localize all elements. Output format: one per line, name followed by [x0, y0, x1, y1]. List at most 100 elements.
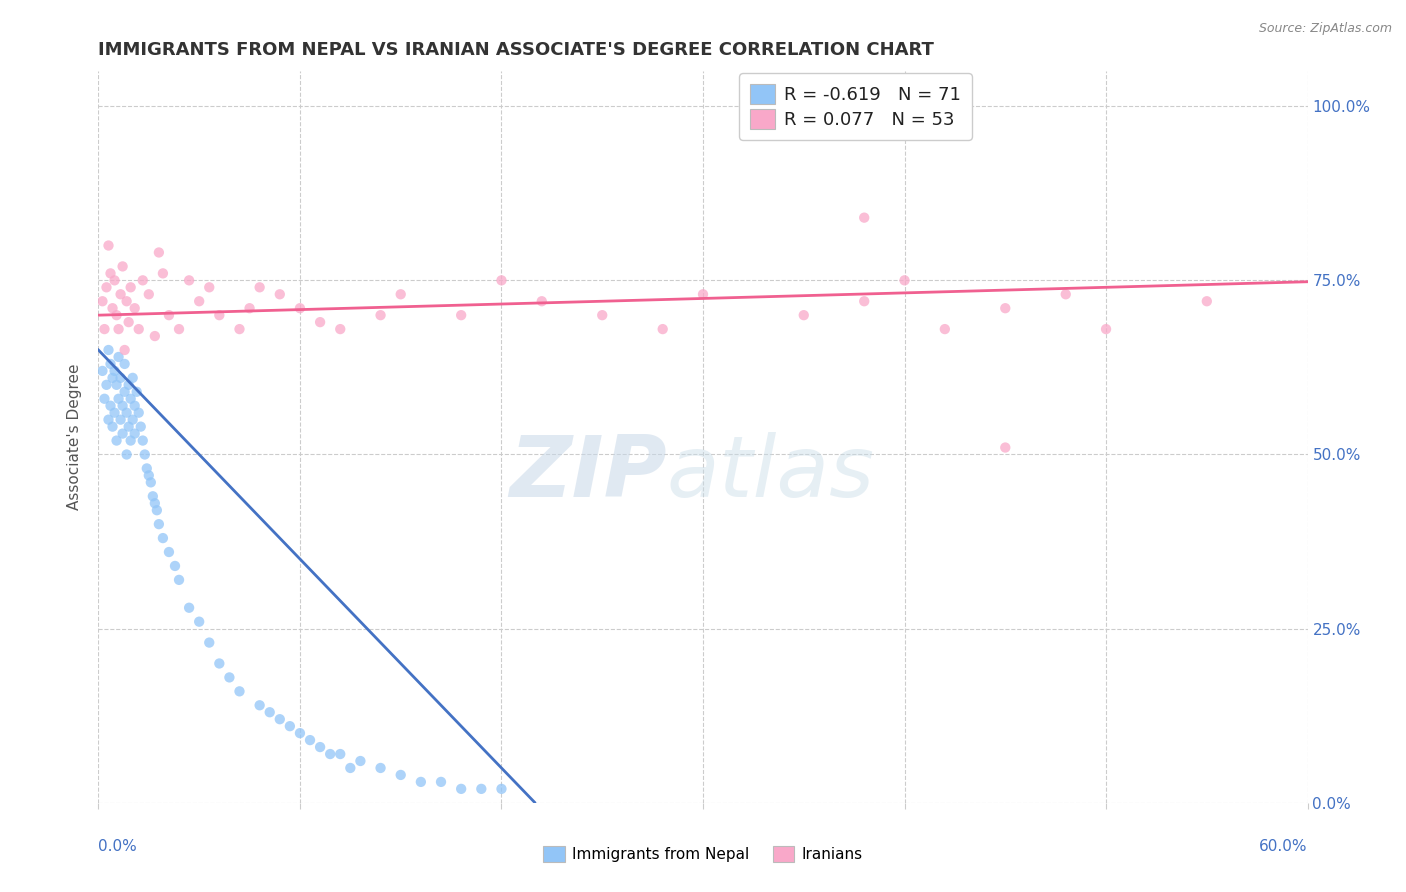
Point [111, 260, 134, 274]
Point [692, 287, 714, 301]
Point [893, 273, 915, 287]
Point [249, 698, 271, 713]
Point [103, 406, 125, 420]
Point [370, 761, 392, 775]
Point [138, 287, 160, 301]
Point [110, 371, 132, 385]
Point [91, 364, 114, 378]
Point [93, 392, 115, 406]
Point [124, 301, 146, 316]
Point [125, 384, 148, 399]
Point [107, 392, 129, 406]
Point [115, 448, 138, 462]
Point [105, 308, 128, 322]
Point [107, 350, 129, 364]
Point [430, 775, 453, 789]
Point [134, 448, 156, 462]
Point [309, 740, 332, 755]
Point [491, 273, 513, 287]
Point [530, 294, 553, 309]
Point [101, 301, 124, 316]
Point [1095, 322, 1118, 336]
Point [198, 635, 221, 649]
Point [309, 315, 332, 329]
Text: IMMIGRANTS FROM NEPAL VS IRANIAN ASSOCIATE'S DEGREE CORRELATION CHART: IMMIGRANTS FROM NEPAL VS IRANIAN ASSOCIA… [98, 41, 935, 59]
Point [1195, 294, 1218, 309]
Point [111, 399, 134, 413]
Legend: Immigrants from Nepal, Iranians: Immigrants from Nepal, Iranians [537, 840, 869, 868]
Point [143, 496, 166, 510]
Point [120, 280, 142, 294]
Point [121, 371, 143, 385]
Point [120, 392, 142, 406]
Point [132, 434, 155, 448]
Point [651, 322, 673, 336]
Point [179, 600, 201, 615]
Point [103, 273, 125, 287]
Text: Source: ZipAtlas.com: Source: ZipAtlas.com [1258, 22, 1392, 36]
Point [994, 441, 1017, 455]
Point [288, 301, 311, 316]
Point [218, 670, 240, 684]
Point [148, 245, 170, 260]
Y-axis label: Associate's Degree: Associate's Degree [67, 364, 83, 510]
Text: 0.0%: 0.0% [98, 839, 138, 855]
Point [167, 573, 190, 587]
Point [934, 322, 956, 336]
Point [97, 238, 120, 252]
Point [409, 775, 432, 789]
Point [157, 545, 180, 559]
Point [994, 301, 1017, 316]
Point [370, 308, 392, 322]
Point [188, 615, 211, 629]
Point [114, 384, 136, 399]
Point [389, 287, 412, 301]
Point [228, 684, 250, 698]
Point [591, 308, 613, 322]
Point [97, 343, 120, 357]
Point [288, 726, 311, 740]
Point [100, 266, 122, 280]
Point [101, 419, 124, 434]
Point [118, 315, 141, 329]
Point [152, 531, 174, 545]
Point [157, 308, 180, 322]
Point [143, 329, 166, 343]
Point [118, 419, 141, 434]
Point [269, 287, 291, 301]
Point [121, 412, 143, 426]
Point [339, 761, 361, 775]
Point [349, 754, 371, 768]
Point [278, 719, 301, 733]
Point [329, 747, 352, 761]
Point [329, 322, 352, 336]
Point [167, 322, 190, 336]
Point [470, 781, 492, 796]
Text: 60.0%: 60.0% [1260, 839, 1308, 855]
Point [139, 475, 162, 490]
Point [110, 287, 132, 301]
Point [188, 294, 211, 309]
Point [148, 517, 170, 532]
Point [138, 468, 160, 483]
Point [450, 308, 472, 322]
Point [179, 273, 201, 287]
Point [208, 308, 231, 322]
Text: ZIP: ZIP [509, 432, 666, 516]
Point [114, 357, 136, 371]
Point [93, 322, 115, 336]
Point [100, 357, 122, 371]
Point [114, 343, 136, 357]
Point [105, 434, 128, 448]
Point [115, 406, 138, 420]
Point [91, 294, 114, 309]
Point [96, 377, 118, 392]
Point [128, 322, 150, 336]
Point [198, 280, 221, 294]
Point [120, 434, 142, 448]
Point [97, 412, 120, 426]
Point [319, 747, 342, 761]
Point [135, 461, 157, 475]
Point [491, 781, 513, 796]
Point [103, 364, 125, 378]
